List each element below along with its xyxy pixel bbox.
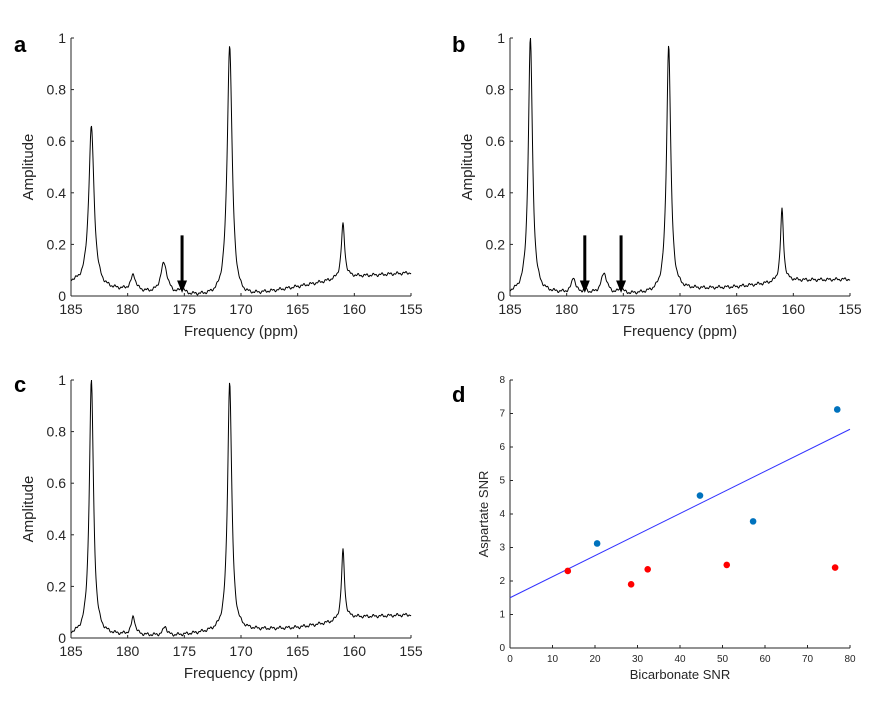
x-tick-label: 185	[59, 301, 83, 317]
x-tick-label: 155	[399, 301, 423, 317]
x-tick-label: 175	[173, 301, 197, 317]
y-axis-label: Amplitude	[20, 134, 37, 201]
y-tick-label: 8	[499, 375, 505, 386]
y-tick-label: 0.6	[47, 133, 67, 149]
y-axis-label: Amplitude	[20, 476, 37, 543]
y-tick-label: 0.2	[47, 236, 67, 252]
x-tick-label: 170	[229, 643, 253, 659]
x-tick-label: 165	[725, 301, 749, 317]
y-tick-label: 1	[497, 30, 505, 46]
y-tick-label: 2	[499, 576, 505, 587]
arrow-head	[177, 280, 188, 293]
fit-line	[509, 428, 851, 599]
y-tick-label: 0.6	[47, 475, 67, 491]
y-axis-label: Amplitude	[459, 134, 476, 201]
x-tick-label: 180	[555, 301, 579, 317]
y-tick-label: 0.4	[486, 185, 506, 201]
x-tick-label: 70	[802, 654, 814, 665]
y-tick-label: 1	[499, 610, 505, 621]
x-tick-label: 60	[759, 654, 771, 665]
y-tick-label: 0.4	[47, 185, 67, 201]
x-tick-label: 30	[632, 654, 644, 665]
panel-label: a	[14, 32, 27, 57]
x-tick-label: 160	[343, 643, 367, 659]
data-point-blue	[593, 540, 601, 547]
data-point-blue	[833, 406, 841, 413]
y-tick-label: 5	[499, 476, 505, 487]
x-tick-label: 80	[844, 654, 856, 665]
x-tick-label: 185	[59, 643, 83, 659]
y-tick-label: 0	[58, 288, 66, 304]
y-tick-label: 0.8	[486, 82, 506, 98]
y-tick-label: 0	[499, 643, 505, 654]
x-tick-label: 10	[547, 654, 559, 665]
y-tick-label: 6	[499, 442, 505, 453]
spectrum-line	[509, 37, 851, 295]
x-tick-label: 20	[589, 654, 601, 665]
x-tick-label: 160	[343, 301, 367, 317]
y-tick-label: 1	[58, 372, 66, 388]
spectrum-line	[71, 379, 412, 637]
x-tick-label: 40	[674, 654, 686, 665]
data-point-blue	[749, 518, 757, 525]
x-tick-label: 185	[498, 301, 522, 317]
x-tick-label: 155	[838, 301, 862, 317]
panel-label: c	[14, 372, 26, 397]
data-point-red	[644, 565, 651, 573]
x-tick-label: 165	[286, 643, 310, 659]
x-tick-label: 180	[116, 301, 140, 317]
y-tick-label: 0.8	[47, 424, 67, 440]
x-tick-label: 170	[668, 301, 692, 317]
x-axis-label: Bicarbonate SNR	[630, 667, 730, 682]
x-tick-label: 0	[507, 654, 513, 665]
y-tick-label: 0	[58, 630, 66, 646]
panel-label: b	[452, 32, 465, 57]
data-point-red	[831, 564, 839, 571]
y-tick-label: 0.2	[486, 236, 506, 252]
panel-d: d 0 10 20 30 40 50 60 70 80 0 1 2 3 4 5 6 7 8 Bicarbonate S…	[452, 375, 856, 682]
x-axis-label: Frequency (ppm)	[623, 323, 737, 340]
panel-b: b 185 180 175 170 165 160 155 0 0.2 0.4 0.6 0.8 1 Freq…	[452, 30, 862, 340]
y-tick-label: 7	[499, 409, 505, 420]
x-tick-label: 50	[717, 654, 729, 665]
y-tick-label: 1	[58, 30, 66, 46]
x-tick-label: 175	[612, 301, 636, 317]
data-point-red	[627, 581, 635, 588]
y-tick-label: 0.4	[47, 527, 67, 543]
data-point-red	[564, 567, 572, 575]
spectrum-line	[70, 46, 412, 296]
x-axis-label: Frequency (ppm)	[184, 665, 298, 682]
x-tick-label: 175	[173, 643, 197, 659]
x-tick-label: 165	[286, 301, 310, 317]
y-axis-label: Aspartate SNR	[476, 471, 491, 558]
y-tick-label: 0.2	[47, 578, 67, 594]
y-tick-label: 0.6	[486, 133, 506, 149]
data-point-blue	[696, 492, 704, 499]
y-tick-label: 3	[499, 543, 505, 554]
x-tick-label: 155	[399, 643, 423, 659]
panel-a: a 185 180 175 170 165 160 155 0 0.2 0.4 0.6 0.8 1 Freq…	[14, 30, 423, 340]
data-point-red	[723, 561, 731, 569]
x-axis-label: Frequency (ppm)	[184, 323, 298, 340]
x-tick-label: 180	[116, 643, 140, 659]
panel-label: d	[452, 382, 465, 407]
panel-c: c 185 180 175 170 165 160 155 0 0.2 0.4 0.6 0.8 1 Freq…	[14, 372, 423, 682]
y-tick-label: 0.8	[47, 82, 67, 98]
y-tick-label: 4	[499, 509, 505, 520]
arrow-head	[579, 280, 590, 293]
arrow-head	[616, 280, 627, 293]
y-tick-label: 0	[497, 288, 505, 304]
x-tick-label: 170	[229, 301, 253, 317]
x-tick-label: 160	[782, 301, 806, 317]
